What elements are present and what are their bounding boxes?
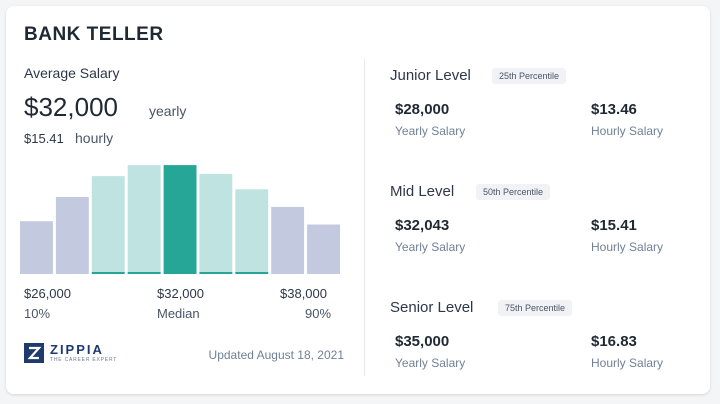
axis-sub-median: Median [157,306,200,321]
senior-yearly-label: Yearly Salary [395,356,466,370]
histogram-bar-6 [199,173,233,274]
level-title-junior: Junior Level [390,67,471,84]
axis-label-low: $26,000 [24,286,71,301]
brand-tagline: THE CAREER EXPERT [50,357,118,363]
histogram-bar-baseline-6 [199,272,233,274]
average-yearly-salary: $32,000 [24,92,118,122]
zippia-logo-icon [24,343,44,363]
senior-hourly-salary: $16.83 [591,333,637,350]
mid-hourly-label: Hourly Salary [591,240,664,254]
salary-distribution-chart [20,165,340,274]
axis-sub-high: 90% [305,306,332,321]
brand-name: ZIPPIA [50,342,104,357]
junior-yearly-label: Yearly Salary [395,124,466,138]
histogram-bar-1 [20,221,53,274]
percentile-badge-mid: 50th Percentile [476,184,551,200]
junior-hourly-label: Hourly Salary [591,124,664,138]
level-title-senior: Senior Level [390,299,474,316]
axis-sub-low: 10% [24,306,51,321]
junior-hourly-salary: $13.46 [591,101,637,118]
level-title-mid: Mid Level [390,183,455,200]
histogram-bar-5 [163,165,197,274]
senior-hourly-label: Hourly Salary [591,356,664,370]
zippia-logo[interactable]: ZIPPIA THE CAREER EXPERT [24,343,117,363]
column-divider [364,58,365,376]
average-hourly-salary: $15.41 [24,131,64,146]
histogram-bar-baseline-7 [235,272,269,274]
histogram-bar-9 [307,224,340,274]
histogram-bar-7 [235,189,269,274]
average-salary-label: Average Salary [24,65,120,81]
histogram-bar-baseline-4 [127,272,161,274]
mid-yearly-label: Yearly Salary [395,240,466,254]
updated-date: Updated August 18, 2021 [208,348,344,362]
histogram-bar-3 [91,176,125,274]
senior-yearly-salary: $35,000 [395,333,450,350]
histogram-bar-4 [127,165,161,274]
axis-label-median: $32,000 [157,286,204,301]
junior-yearly-salary: $28,000 [395,101,450,118]
mid-yearly-salary: $32,043 [395,217,450,234]
yearly-unit-label: yearly [149,103,187,119]
mid-hourly-salary: $15.41 [591,217,637,234]
percentile-badge-junior: 25th Percentile [492,68,567,84]
histogram-bar-2 [55,197,89,274]
percentile-badge-senior: 75th Percentile [498,300,573,316]
histogram-bar-8 [271,206,305,274]
job-title: BANK TELLER [24,24,164,45]
axis-label-high: $38,000 [280,286,327,301]
hourly-unit-label: hourly [75,130,114,146]
histogram-bar-baseline-3 [91,272,125,274]
